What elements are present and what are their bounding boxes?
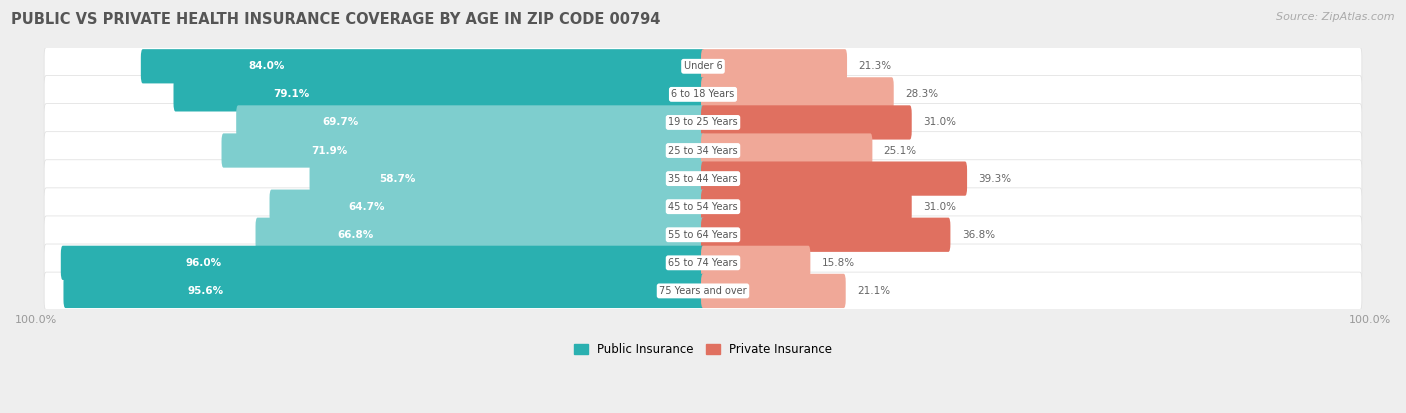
Text: 39.3%: 39.3% [979,173,1011,184]
FancyBboxPatch shape [44,47,1362,85]
FancyBboxPatch shape [44,76,1362,113]
Legend: Public Insurance, Private Insurance: Public Insurance, Private Insurance [569,338,837,361]
FancyBboxPatch shape [702,77,894,112]
FancyBboxPatch shape [702,218,950,252]
Text: 69.7%: 69.7% [322,117,359,128]
FancyBboxPatch shape [702,161,967,196]
FancyBboxPatch shape [702,246,810,280]
FancyBboxPatch shape [222,133,704,168]
FancyBboxPatch shape [236,105,704,140]
FancyBboxPatch shape [702,49,846,83]
Text: 95.6%: 95.6% [187,286,224,296]
Text: 58.7%: 58.7% [380,173,416,184]
Text: 31.0%: 31.0% [924,202,956,212]
Text: 6 to 18 Years: 6 to 18 Years [672,89,734,100]
Text: 36.8%: 36.8% [962,230,995,240]
Text: 28.3%: 28.3% [905,89,938,100]
Text: Source: ZipAtlas.com: Source: ZipAtlas.com [1277,12,1395,22]
FancyBboxPatch shape [702,190,911,224]
FancyBboxPatch shape [44,216,1362,254]
FancyBboxPatch shape [63,274,704,308]
FancyBboxPatch shape [44,244,1362,282]
Text: 45 to 54 Years: 45 to 54 Years [668,202,738,212]
FancyBboxPatch shape [44,188,1362,225]
FancyBboxPatch shape [270,190,704,224]
Text: 21.1%: 21.1% [858,286,890,296]
FancyBboxPatch shape [256,218,704,252]
FancyBboxPatch shape [309,161,704,196]
Text: PUBLIC VS PRIVATE HEALTH INSURANCE COVERAGE BY AGE IN ZIP CODE 00794: PUBLIC VS PRIVATE HEALTH INSURANCE COVER… [11,12,661,27]
Text: 25 to 34 Years: 25 to 34 Years [668,145,738,156]
Text: 75 Years and over: 75 Years and over [659,286,747,296]
Text: 25.1%: 25.1% [884,145,917,156]
Text: 31.0%: 31.0% [924,117,956,128]
Text: Under 6: Under 6 [683,61,723,71]
Text: 84.0%: 84.0% [247,61,284,71]
FancyBboxPatch shape [60,246,704,280]
Text: 55 to 64 Years: 55 to 64 Years [668,230,738,240]
FancyBboxPatch shape [702,105,911,140]
Text: 71.9%: 71.9% [311,145,347,156]
FancyBboxPatch shape [44,104,1362,141]
Text: 64.7%: 64.7% [349,202,385,212]
FancyBboxPatch shape [44,272,1362,310]
Text: 96.0%: 96.0% [186,258,222,268]
FancyBboxPatch shape [173,77,704,112]
Text: 19 to 25 Years: 19 to 25 Years [668,117,738,128]
FancyBboxPatch shape [44,132,1362,169]
FancyBboxPatch shape [141,49,704,83]
FancyBboxPatch shape [702,133,872,168]
Text: 79.1%: 79.1% [273,89,309,100]
Text: 65 to 74 Years: 65 to 74 Years [668,258,738,268]
FancyBboxPatch shape [702,274,846,308]
Text: 66.8%: 66.8% [337,230,374,240]
Text: 35 to 44 Years: 35 to 44 Years [668,173,738,184]
Text: 21.3%: 21.3% [859,61,891,71]
FancyBboxPatch shape [44,160,1362,197]
Text: 15.8%: 15.8% [821,258,855,268]
